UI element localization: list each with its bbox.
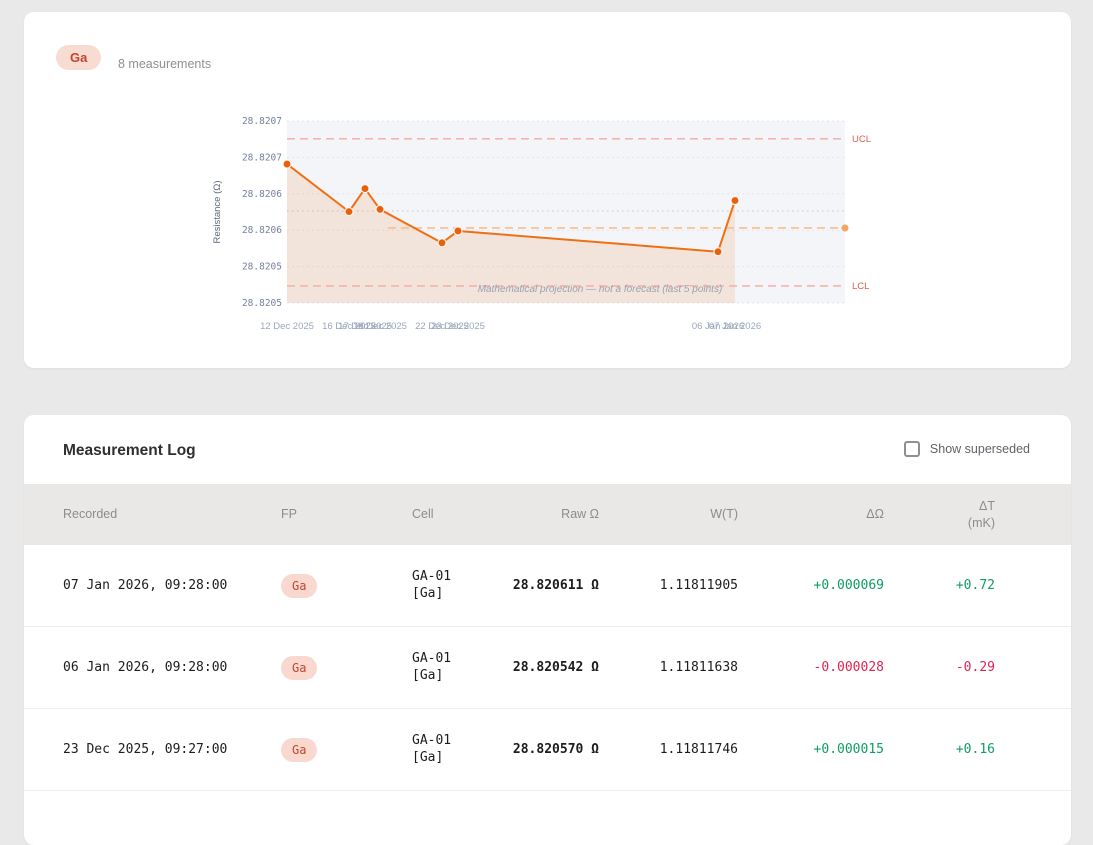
measurement-count: 8 measurements <box>118 57 211 71</box>
data-point <box>376 205 384 213</box>
log-card-header: Measurement Log Show superseded <box>24 415 1071 484</box>
ucl-label: UCL <box>852 134 871 145</box>
wt-ratio-cell: 1.11811638 <box>599 660 738 675</box>
fixed-point-badge: Ga <box>56 45 101 70</box>
projection-annotation: Mathematical projection — not a forecast… <box>478 284 723 295</box>
resistance-control-chart: 28.8207 28.8207 28.8206 28.8206 28.8205 28.82… <box>210 105 880 345</box>
fp-cell: Ga <box>281 656 412 680</box>
data-point <box>283 160 291 168</box>
col-header-raw: Raw Ω <box>492 506 599 523</box>
y-tick-label: 28.8205 <box>242 262 282 273</box>
col-header-cell: Cell <box>412 506 492 523</box>
delta-ohm-cell: -0.000028 <box>738 660 884 675</box>
col-header-fp: FP <box>281 506 412 523</box>
recorded-cell: 07 Jan 2026, 09:28:00 <box>63 578 281 593</box>
cell-id-cell: GA-01 [Ga] <box>412 569 454 602</box>
fp-cell: Ga <box>281 738 412 762</box>
fp-badge: Ga <box>281 738 317 762</box>
x-tick-label: 18 Dec 2025 <box>353 321 407 332</box>
x-tick-label: 23 Dec 2025 <box>431 321 485 332</box>
data-point <box>361 185 369 193</box>
measurement-log-card: Measurement Log Show superseded Recorded… <box>24 415 1071 845</box>
recorded-cell: 23 Dec 2025, 09:27:00 <box>63 742 281 757</box>
recorded-cell: 06 Jan 2026, 09:28:00 <box>63 660 281 675</box>
wt-ratio-cell: 1.11811905 <box>599 578 738 593</box>
data-point <box>454 227 462 235</box>
projection-end-dot <box>842 224 849 231</box>
x-tick-label: 07 Jan 2026 <box>709 321 761 332</box>
table-header-row: Recorded FP Cell Raw Ω W(T) ΔΩ ΔT (mK) <box>24 484 1071 545</box>
col-header-delta-ohm: ΔΩ <box>738 506 884 523</box>
delta-t-cell: +0.16 <box>884 742 995 757</box>
col-header-recorded: Recorded <box>63 506 281 523</box>
raw-resistance-cell: 28.820542 Ω <box>492 660 599 675</box>
delta-t-cell: -0.29 <box>884 660 995 675</box>
table-body: 07 Jan 2026, 09:28:00 Ga GA-01 [Ga] 28.8… <box>24 545 1071 791</box>
col-header-delta-t: ΔT (mK) <box>884 498 995 532</box>
data-point <box>438 239 446 247</box>
y-tick-label: 28.8207 <box>242 116 282 127</box>
show-superseded-label: Show superseded <box>930 442 1030 456</box>
chart-card: Ga 8 measurements 28.820728.820728.82062… <box>24 12 1071 368</box>
delta-ohm-cell: +0.000069 <box>738 578 884 593</box>
y-tick-label: 28.8205 <box>242 298 282 309</box>
data-point <box>731 196 739 204</box>
raw-resistance-cell: 28.820611 Ω <box>492 578 599 593</box>
col-header-wt: W(T) <box>599 506 738 523</box>
y-tick-label: 28.8206 <box>242 189 282 200</box>
table-row: 06 Jan 2026, 09:28:00 Ga GA-01 [Ga] 28.8… <box>24 627 1071 709</box>
log-title: Measurement Log <box>63 442 196 460</box>
x-tick-label: 12 Dec 2025 <box>260 321 314 332</box>
show-superseded-control[interactable]: Show superseded <box>904 441 1030 457</box>
raw-resistance-cell: 28.820570 Ω <box>492 742 599 757</box>
fp-cell: Ga <box>281 574 412 598</box>
y-tick-label: 28.8206 <box>242 225 282 236</box>
y-tick-label: 28.8207 <box>242 152 282 163</box>
delta-t-cell: +0.72 <box>884 578 995 593</box>
table-row: 23 Dec 2025, 09:27:00 Ga GA-01 [Ga] 28.8… <box>24 709 1071 791</box>
data-point <box>345 208 353 216</box>
data-point <box>714 248 722 256</box>
table-row: 07 Jan 2026, 09:28:00 Ga GA-01 [Ga] 28.8… <box>24 545 1071 627</box>
show-superseded-checkbox[interactable] <box>904 441 920 457</box>
delta-ohm-cell: +0.000015 <box>738 742 884 757</box>
wt-ratio-cell: 1.11811746 <box>599 742 738 757</box>
fp-badge: Ga <box>281 656 317 680</box>
y-axis-title: Resistance (Ω) <box>212 180 223 243</box>
cell-id-cell: GA-01 [Ga] <box>412 651 454 684</box>
fp-badge: Ga <box>281 574 317 598</box>
cell-id-cell: GA-01 [Ga] <box>412 733 454 766</box>
lcl-label: LCL <box>852 281 869 292</box>
